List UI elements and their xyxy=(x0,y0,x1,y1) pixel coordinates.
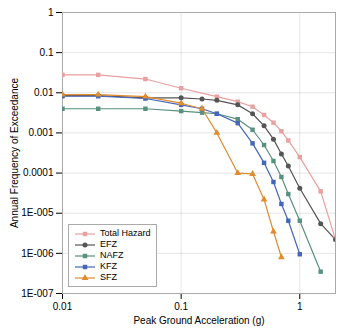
svg-text:0.01: 0.01 xyxy=(34,87,54,98)
svg-text:1E-005: 1E-005 xyxy=(21,207,54,218)
html-text:SFZ: SFZ xyxy=(100,272,117,282)
html-text:KFZ: KFZ xyxy=(100,261,117,271)
svg-text:0.1: 0.1 xyxy=(40,47,54,58)
svg-text:0.1: 0.1 xyxy=(174,301,188,312)
svg-text:1: 1 xyxy=(297,301,303,312)
html-text:Total Hazard: Total Hazard xyxy=(100,228,151,238)
svg-text:Annual Frequency of Exceedance: Annual Frequency of Exceedance xyxy=(9,78,20,229)
html-text:NAFZ: NAFZ xyxy=(100,250,124,260)
svg-text:0.001: 0.001 xyxy=(28,127,53,138)
svg-text:1E-006: 1E-006 xyxy=(21,248,54,259)
svg-text:1E-007: 1E-007 xyxy=(21,288,54,299)
svg-text:Peak Ground Acceleration (g): Peak Ground Acceleration (g) xyxy=(133,315,264,326)
html-text:EFZ: EFZ xyxy=(100,239,117,249)
svg-text:0.0001: 0.0001 xyxy=(23,167,54,178)
svg-text:1: 1 xyxy=(48,7,54,18)
svg-text:0.01: 0.01 xyxy=(53,301,73,312)
